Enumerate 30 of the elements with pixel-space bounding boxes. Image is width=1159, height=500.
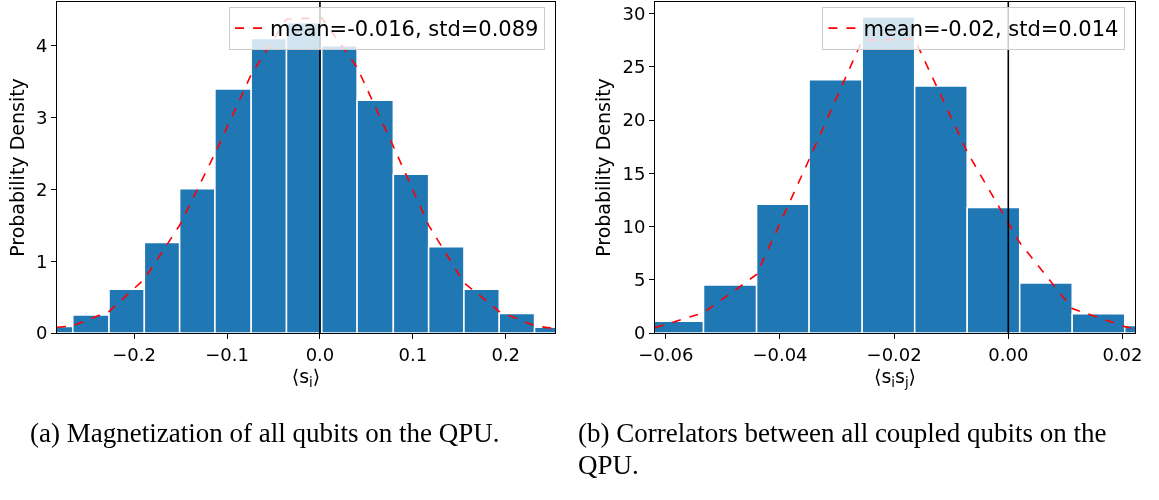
legend-label: mean=-0.02, std=0.014 — [863, 17, 1119, 42]
x-tick-label: 0.00 — [988, 343, 1029, 365]
x-tick-label: 0.1 — [398, 343, 428, 365]
x-tick-label: −0.1 — [205, 343, 249, 365]
x-tick-label: 0.02 — [1102, 343, 1143, 365]
y-tick-label: 25 — [622, 56, 646, 78]
y-tick-label: 15 — [622, 162, 646, 184]
x-axis-title: ⟨s$_{i}$⟩ — [291, 364, 321, 390]
y-tick-label: 2 — [35, 178, 48, 200]
y-tick-label: 30 — [622, 3, 646, 25]
text: (a) Magnetization of all qubits on the QPU. — [29, 417, 501, 449]
x-tick-label: −0.2 — [112, 343, 156, 365]
y-tick-label: 4 — [35, 35, 48, 57]
y-tick-label: 10 — [622, 215, 646, 237]
y-tick-label: 1 — [35, 250, 48, 272]
y-tick-label: 0 — [35, 322, 48, 344]
y-tick-label: 3 — [35, 106, 48, 128]
x-tick-label: 0.0 — [305, 343, 335, 365]
x-tick-label: 0.2 — [491, 343, 521, 365]
y-axis-title: Probability Density — [592, 78, 615, 257]
y-tick-label: 5 — [633, 269, 646, 291]
x-tick-label: −0.06 — [638, 343, 694, 365]
y-tick-label: 0 — [633, 322, 646, 344]
text: (b) Correlators between all coupled qubits on the QPU. — [578, 417, 1108, 481]
x-axis-title: ⟨s$_{i}$s$_{j}$⟩ — [873, 364, 917, 390]
y-axis-title: Probability Density — [5, 78, 28, 257]
x-tick-label: −0.02 — [866, 343, 922, 365]
x-tick-label: −0.04 — [752, 343, 808, 365]
y-tick-label: 20 — [622, 109, 646, 131]
legend-label: mean=-0.016, std=0.089 — [270, 17, 539, 42]
